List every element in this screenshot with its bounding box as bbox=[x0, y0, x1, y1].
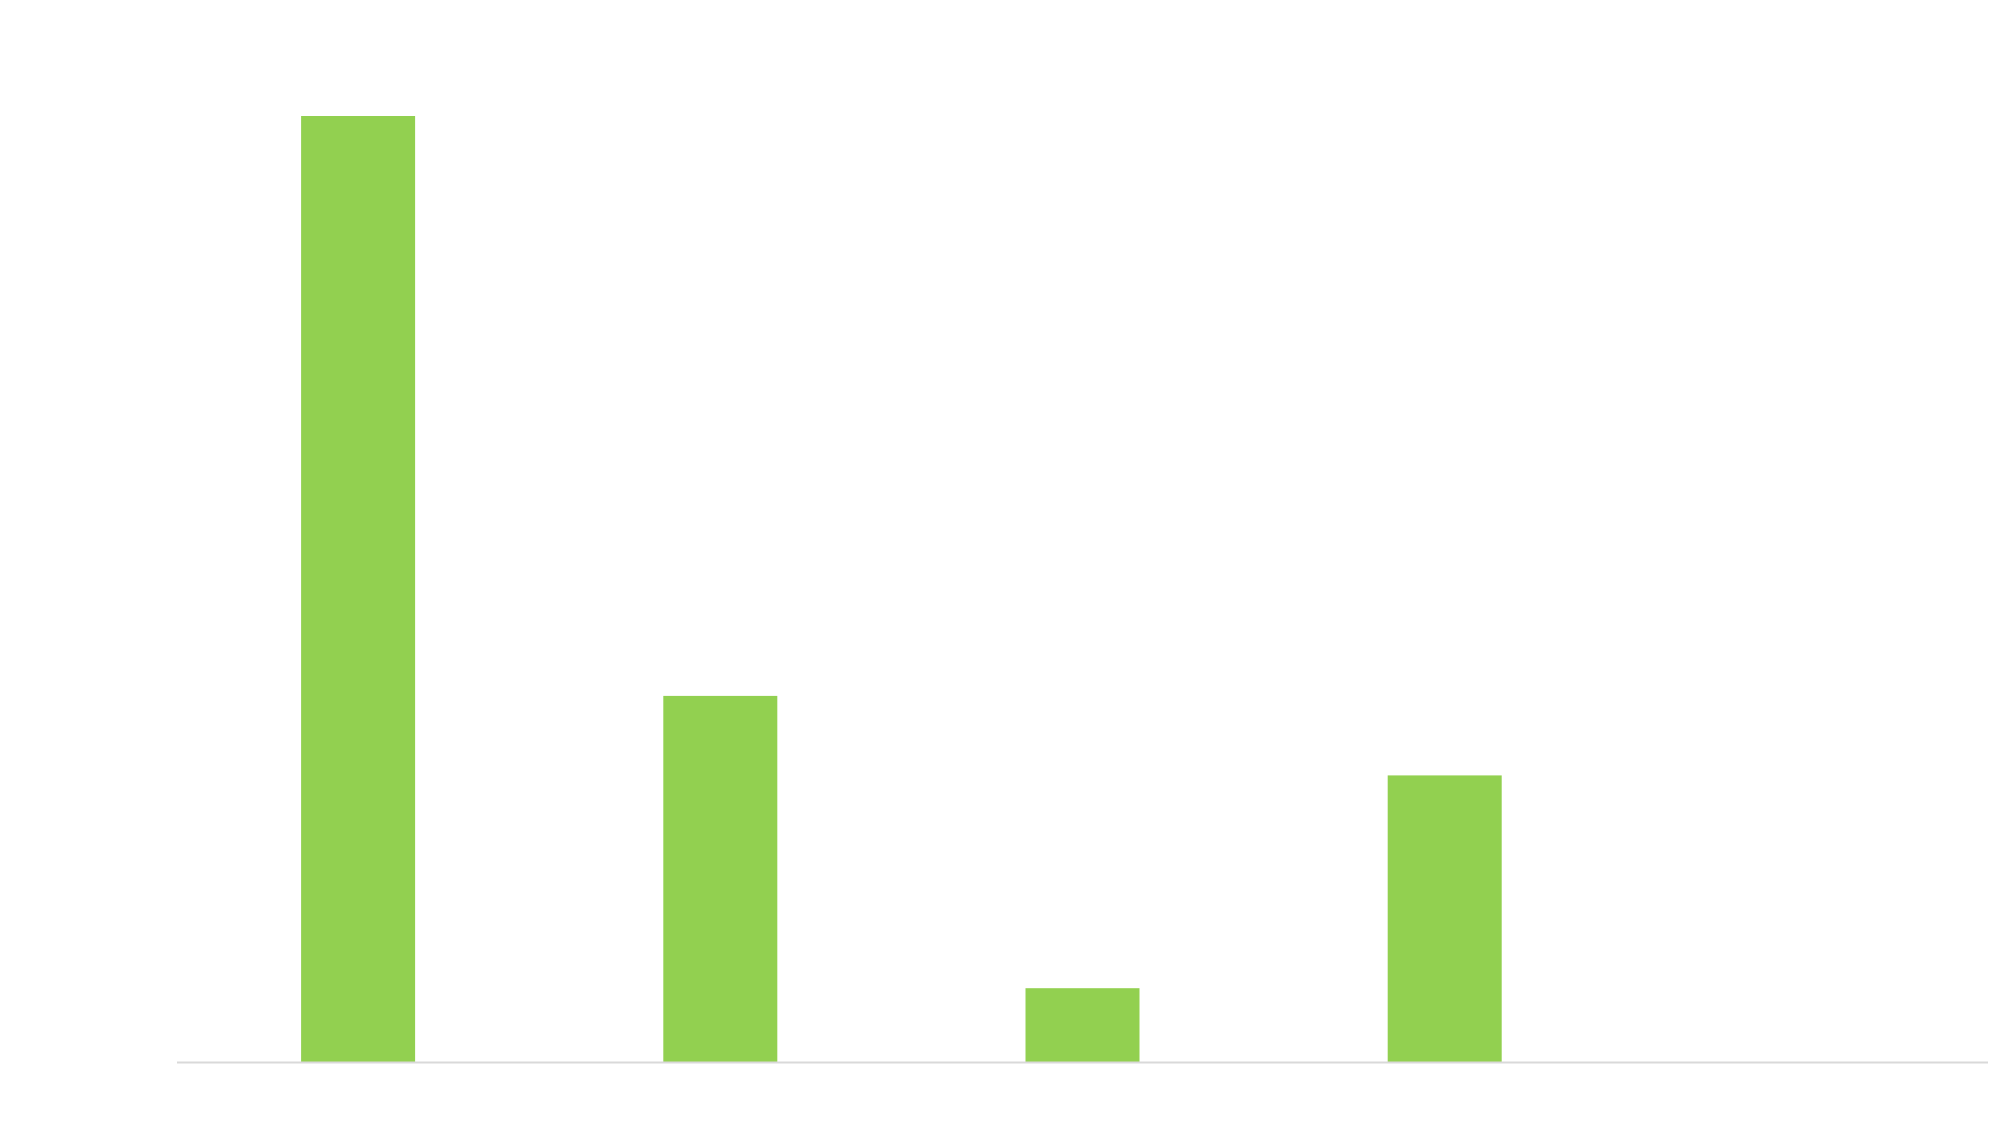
bar-3 bbox=[1025, 988, 1140, 1062]
bar-1 bbox=[301, 116, 416, 1062]
bar-4 bbox=[1387, 775, 1502, 1062]
bars-group bbox=[301, 116, 1502, 1062]
bar-2 bbox=[663, 695, 778, 1062]
